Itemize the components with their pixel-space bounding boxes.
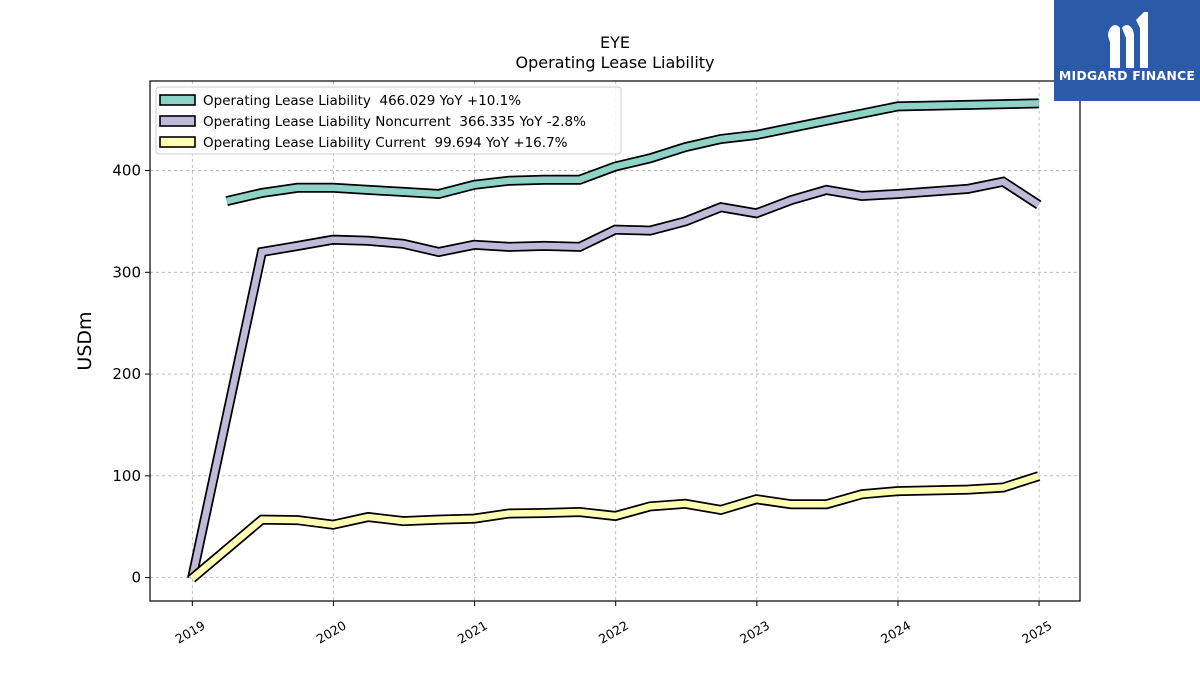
legend-swatch — [159, 94, 196, 106]
y-axis-label: USDm — [74, 311, 96, 370]
y-axis: 0 100 200 300 400 — [112, 162, 150, 587]
y-tick-label: 100 — [112, 467, 141, 485]
x-tick-label: 2025 — [1019, 618, 1054, 647]
chart-subtitle: Operating Lease Liability — [515, 53, 714, 72]
legend-label: Operating Lease Liability Noncurrent 366… — [203, 114, 586, 130]
legend-label: Operating Lease Liability 466.029 YoY +1… — [203, 93, 521, 109]
x-tick-label: 2023 — [737, 618, 772, 647]
x-tick-label: 2024 — [878, 618, 913, 647]
y-tick-label: 300 — [112, 263, 141, 281]
x-axis: 2019 2020 2021 2022 2023 2024 2025 — [173, 601, 1054, 647]
legend-label: Operating Lease Liability Current 99.694… — [203, 135, 568, 151]
logo-mark-icon — [1108, 12, 1148, 68]
x-tick-label: 2020 — [314, 618, 349, 647]
grid — [150, 81, 1080, 601]
x-tick-label: 2021 — [455, 618, 490, 647]
logo-text: MIDGARD FINANCE — [1058, 68, 1196, 83]
plot-frame — [149, 80, 1081, 602]
x-tick-label: 2022 — [596, 618, 631, 647]
y-tick-label: 200 — [112, 365, 141, 383]
y-tick-label: 400 — [112, 162, 141, 180]
x-tick-label: 2019 — [173, 618, 208, 647]
legend-swatch — [159, 115, 196, 127]
y-tick-label: 0 — [131, 569, 141, 587]
midgard-finance-logo: MIDGARD FINANCE — [1054, 0, 1200, 101]
legend-box — [155, 86, 622, 155]
legend: Operating Lease Liability 466.029 YoY +1… — [155, 86, 622, 155]
series-layer — [187, 98, 1042, 583]
legend-swatch — [159, 136, 196, 148]
chart-title: EYE — [600, 33, 630, 52]
